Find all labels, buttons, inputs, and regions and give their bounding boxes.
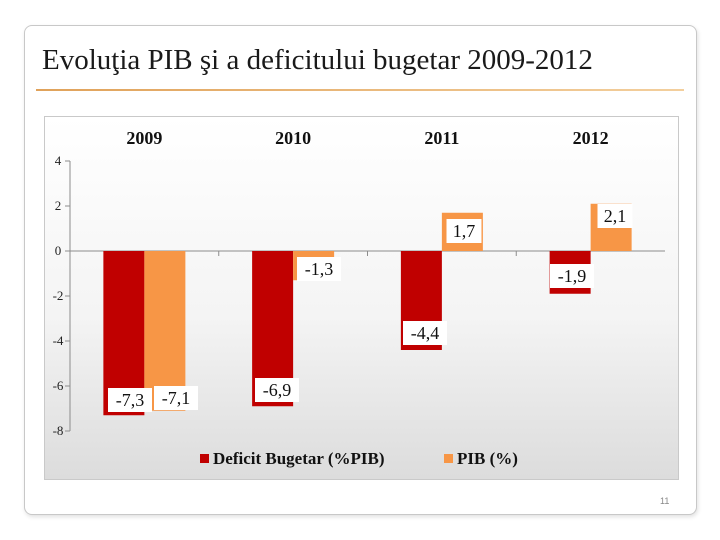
bar-pib-2009 <box>144 251 186 411</box>
category-label-2012: 2012 <box>573 128 609 148</box>
data-label-deficit-2010-box <box>255 378 299 402</box>
bar-deficit-2009 <box>103 251 145 416</box>
data-label-pib-2011: 1,7 <box>453 221 476 241</box>
data-label-deficit-2010: -6,9 <box>263 380 292 400</box>
legend-label-deficit: Deficit Bugetar (%PIB) <box>213 449 385 468</box>
y-tick-label: -4 <box>53 333 64 348</box>
y-tick-label: 0 <box>55 243 62 258</box>
data-label-pib-2009: -7,1 <box>162 388 191 408</box>
page-number: 11 <box>660 496 670 506</box>
data-label-deficit-2011-box <box>403 321 447 345</box>
legend-swatch-deficit <box>200 454 209 463</box>
y-tick-label: 4 <box>55 153 62 168</box>
data-label-pib-2009-box <box>154 386 198 410</box>
data-label-pib-2012-box <box>597 204 633 228</box>
data-label-deficit-2012: -1,9 <box>558 266 587 286</box>
y-tick-label: -8 <box>53 423 64 438</box>
data-label-pib-2012: 2,1 <box>604 206 627 226</box>
category-label-2010: 2010 <box>275 128 311 148</box>
legend-label-pib: PIB (%) <box>457 449 518 468</box>
data-label-pib-2010: -1,3 <box>305 259 334 279</box>
y-tick-label: -6 <box>53 378 64 393</box>
y-tick-label: 2 <box>55 198 62 213</box>
data-label-deficit-2009-box <box>108 388 152 412</box>
data-label-deficit-2009: -7,3 <box>116 390 145 410</box>
y-tick-label: -2 <box>53 288 64 303</box>
data-label-deficit-2012-box <box>550 264 594 288</box>
category-label-2009: 2009 <box>126 128 162 148</box>
title-underline <box>36 89 684 91</box>
chart-area <box>44 116 679 480</box>
legend-swatch-pib <box>444 454 453 463</box>
category-label-2011: 2011 <box>424 128 459 148</box>
data-label-pib-2011-box <box>446 219 482 243</box>
slide-title: Evoluţia PIB şi a deficitului bugetar 20… <box>42 44 593 76</box>
data-label-deficit-2011: -4,4 <box>411 323 440 343</box>
data-label-pib-2010-box <box>297 257 341 281</box>
